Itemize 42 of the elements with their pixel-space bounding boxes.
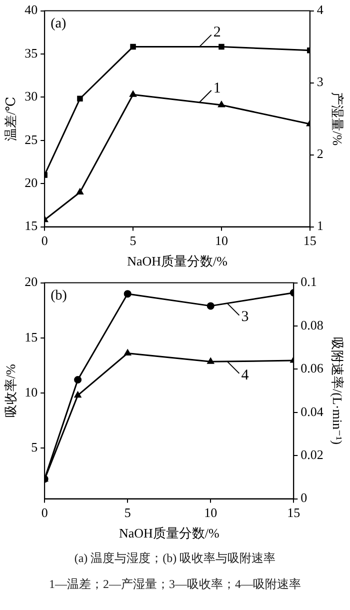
y2-axis-title: 产湿量/%	[330, 92, 345, 146]
y-tick-label: 5	[31, 440, 38, 455]
y2-tick-label: 0.02	[300, 447, 324, 462]
y2-tick-label: 4	[316, 2, 324, 18]
y-tick-label: 25	[24, 132, 38, 147]
y-axis-title: 吸收率/%	[3, 364, 18, 418]
y2-tick-label: 0.08	[300, 317, 324, 332]
y2-tick-label: 3	[316, 74, 324, 90]
y-tick-label: 20	[24, 175, 38, 190]
legend-label: 1	[213, 80, 221, 96]
x-tick-label: 15	[303, 233, 316, 248]
y2-tick-label: 0.06	[300, 360, 324, 376]
text: (a) 温度与湿度；(b) 吸收率与吸附速率	[73, 550, 277, 566]
x-tick-label: 5	[124, 505, 131, 520]
x-tick-label: 0	[41, 505, 48, 520]
y-tick-label: 15	[24, 329, 38, 344]
y2-tick-label: 0	[300, 490, 308, 506]
y2-tick-label: 0.1	[300, 274, 317, 290]
y-tick-label: 10	[24, 384, 38, 400]
x-tick-label: 10	[204, 505, 218, 520]
x-axis-title: NaOH质量分数/%	[127, 254, 228, 269]
y-axis-title: 温差/℃	[3, 96, 18, 141]
y-tick-label: 40	[24, 2, 38, 18]
y2-tick-label: 0.04	[300, 404, 324, 419]
y-tick-label: 30	[24, 88, 38, 104]
text: 1—温差；2—产湿量；3—吸收率；4—吸附速率	[48, 576, 302, 592]
annotation: (b)	[50, 288, 68, 304]
x-tick-label: 10	[214, 233, 228, 248]
x-tick-label: 15	[287, 505, 300, 520]
legend-label: 3	[241, 309, 249, 326]
annotation: (a)	[50, 16, 66, 32]
legend-label: 4	[241, 367, 250, 384]
legend-label: 2	[213, 24, 221, 41]
y-tick-label: 35	[24, 45, 38, 60]
y2-axis-title: 吸附速率/(L·min⁻¹)	[330, 337, 345, 445]
x-axis-title: NaOH质量分数/%	[118, 526, 220, 541]
y2-tick-label: 1	[316, 218, 324, 234]
y-tick-label: 20	[24, 274, 38, 290]
x-tick-label: 5	[130, 233, 136, 248]
y-tick-label: 15	[24, 218, 38, 234]
y2-tick-label: 2	[316, 146, 324, 162]
x-tick-label: 0	[41, 233, 48, 248]
